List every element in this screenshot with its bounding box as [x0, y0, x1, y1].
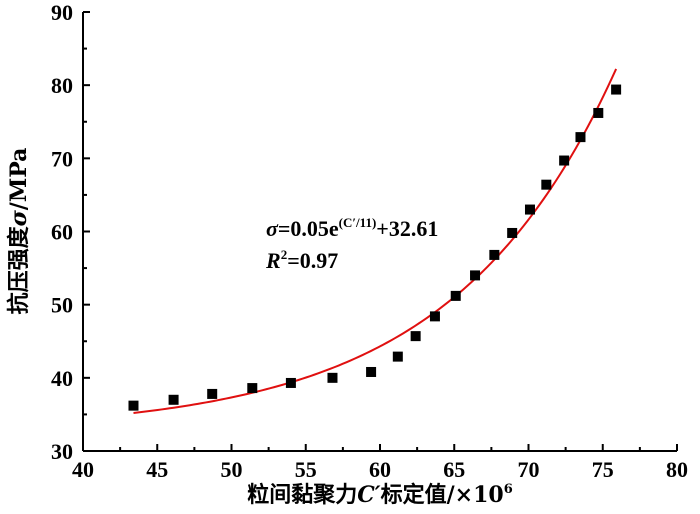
- data-point: [489, 249, 500, 260]
- x-tick-label: 70: [518, 457, 540, 482]
- data-point: [128, 400, 139, 411]
- data-point: [207, 388, 218, 399]
- data-point: [247, 383, 258, 394]
- y-tick-label: 50: [51, 293, 73, 318]
- data-point: [450, 290, 461, 301]
- data-point: [575, 132, 586, 143]
- data-point: [429, 311, 440, 322]
- data-point: [524, 204, 535, 215]
- x-tick-label: 55: [295, 457, 317, 482]
- x-tick-label: 65: [443, 457, 465, 482]
- data-point: [285, 377, 296, 388]
- data-point: [392, 351, 403, 362]
- data-point: [559, 155, 570, 166]
- x-axis-title: 粒间黏聚力C′标定值/×106: [247, 482, 512, 508]
- x-tick-label: 50: [221, 457, 243, 482]
- data-point: [168, 394, 179, 405]
- y-tick-label: 30: [51, 439, 73, 464]
- x-tick-label: 60: [369, 457, 391, 482]
- data-point: [593, 107, 604, 118]
- fit-layer: [133, 68, 618, 414]
- data-point: [327, 372, 338, 383]
- y-tick-label: 80: [51, 73, 73, 98]
- r-squared-label: R2=0.97: [265, 247, 338, 273]
- x-tick-label: 75: [592, 457, 614, 482]
- data-point: [541, 179, 552, 190]
- y-tick-label: 40: [51, 366, 73, 391]
- data-point: [507, 227, 518, 238]
- x-ticks: 40 45 50 55 60 65 70 75 80: [72, 444, 688, 482]
- y-tick-label: 90: [51, 0, 73, 25]
- points-layer: [128, 84, 622, 411]
- fit-equation: σ=0.05e(C′/11)+32.61: [266, 215, 438, 241]
- x-tick-label: 45: [146, 457, 168, 482]
- y-ticks: 30 40 50 60 70 80 90: [51, 0, 90, 464]
- data-point: [366, 366, 377, 377]
- fit-curve: [133, 68, 618, 414]
- y-tick-label: 60: [51, 220, 73, 245]
- data-point: [611, 84, 622, 95]
- y-axis-title: 抗压强度σ/MPa: [6, 148, 32, 315]
- y-tick-label: 70: [51, 146, 73, 171]
- data-point: [410, 331, 421, 342]
- data-point: [470, 270, 481, 281]
- x-tick-label: 80: [666, 457, 688, 482]
- x-tick-label: 40: [72, 457, 94, 482]
